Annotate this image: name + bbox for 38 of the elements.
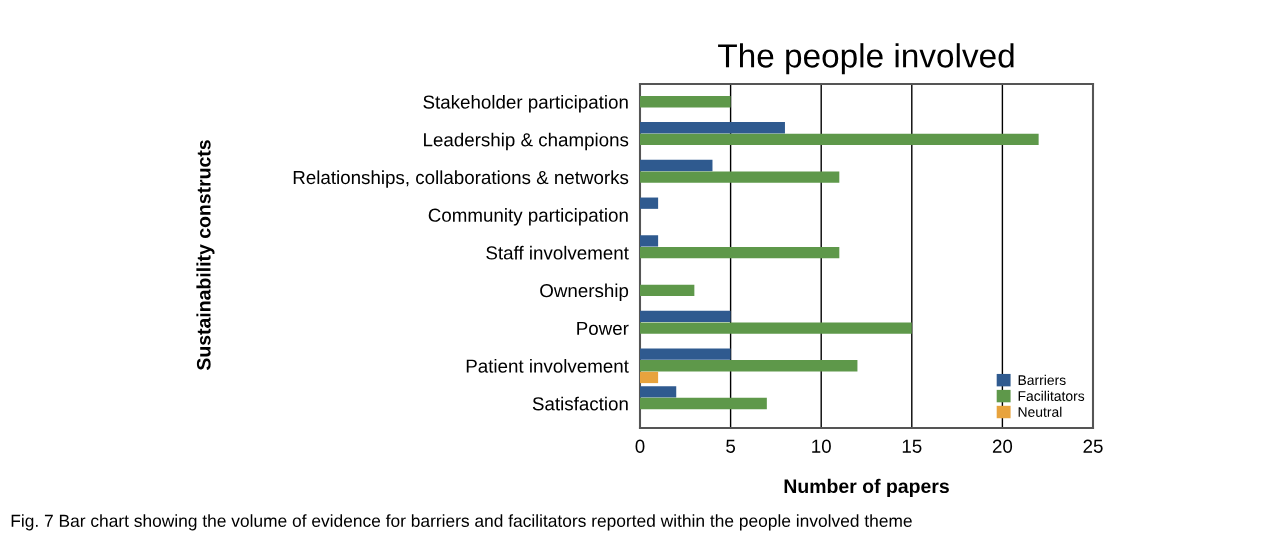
y-tick-label: Power xyxy=(577,321,629,336)
caption: Fig. 7 Bar chart showing the volume of evidence for barriers and facilitators reported within the people involved theme xyxy=(11,514,912,531)
bar xyxy=(640,397,767,410)
bar xyxy=(640,386,677,398)
x-tick-label: 25 xyxy=(1083,439,1103,453)
bar xyxy=(640,322,912,334)
y-tick-label: Community participation xyxy=(428,208,628,226)
y-tick-label: Satisfaction xyxy=(532,396,628,411)
legend-label: Barriers xyxy=(1018,374,1066,386)
x-tick-label: 15 xyxy=(902,439,922,453)
y-tick-label: Patient involvement xyxy=(466,358,629,373)
bar xyxy=(640,171,840,183)
bar xyxy=(640,371,659,384)
legend-label: Neutral xyxy=(1018,406,1062,417)
x-tick-label: 20 xyxy=(992,439,1013,453)
bar xyxy=(640,133,1039,146)
y-axis-title: Sustainability constructs xyxy=(196,140,215,371)
y-tick-label: Ownership xyxy=(540,283,629,302)
bar xyxy=(640,197,659,209)
bar xyxy=(640,284,695,296)
x-axis-title: Number of papers xyxy=(784,478,949,497)
x-tick-label: 5 xyxy=(726,439,736,453)
y-tick-label: Stakeholder participation xyxy=(423,94,628,113)
bar xyxy=(640,360,858,372)
x-tick-label: 10 xyxy=(812,439,831,453)
bar xyxy=(640,310,731,323)
bar xyxy=(640,348,731,360)
x-tick-label: 0 xyxy=(635,439,645,453)
bar xyxy=(640,246,840,259)
y-tick-label: Staff involvement xyxy=(486,245,629,260)
bar xyxy=(640,159,713,172)
legend-label: Facilitators xyxy=(1018,390,1085,401)
chart-title: The people involved xyxy=(718,43,1014,75)
bar xyxy=(640,122,785,134)
y-tick-label: Relationships, collaborations & networks xyxy=(293,170,629,188)
y-tick-label: Leadership & champions xyxy=(424,132,629,151)
bar xyxy=(640,96,731,108)
bar xyxy=(640,235,659,247)
